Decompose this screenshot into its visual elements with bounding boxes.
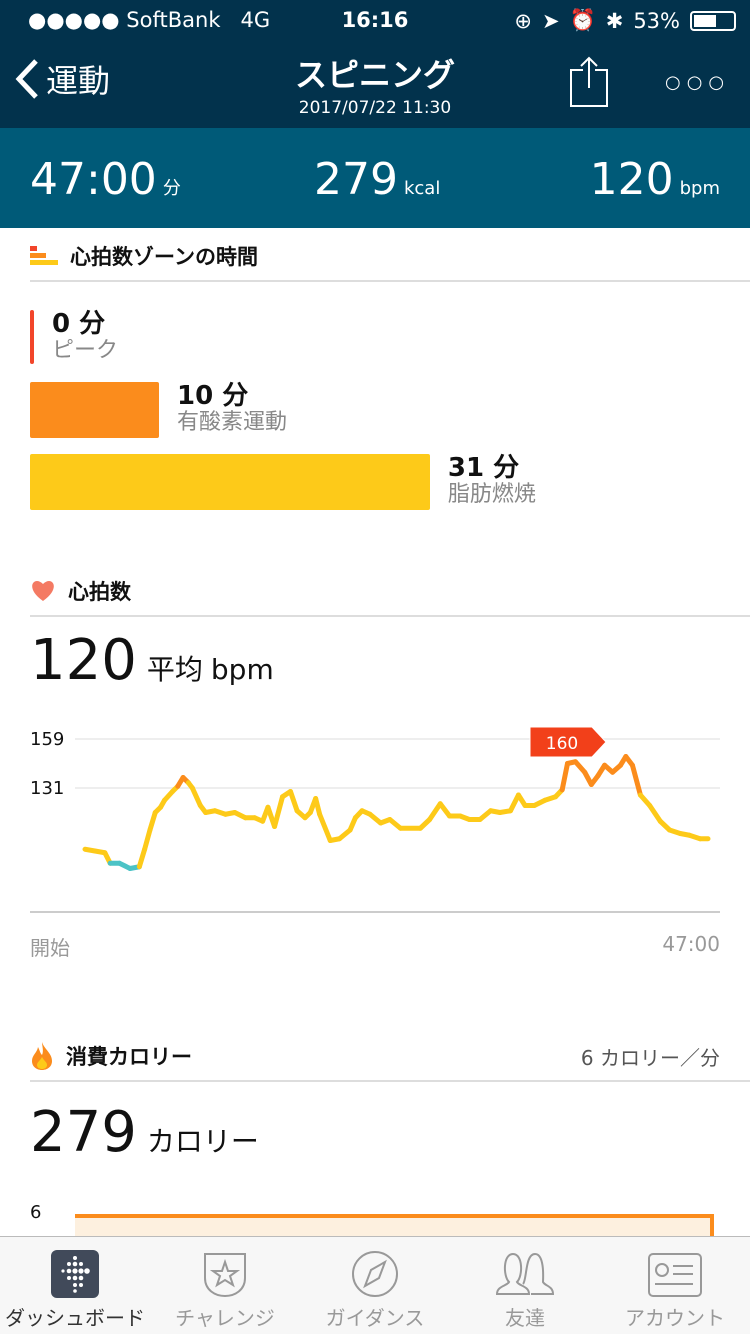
- location-icon: ➤: [541, 8, 560, 33]
- back-button[interactable]: 運動: [14, 56, 110, 102]
- calorie-y-tick: 6: [30, 1202, 42, 1223]
- tab-bar: ダッシュボード チャレンジ ガイダンス 友達 アカウント: [0, 1236, 750, 1334]
- flame-icon: [32, 1042, 52, 1070]
- tab-label: アカウント: [625, 1306, 725, 1330]
- heart-rate-segment: [136, 846, 148, 870]
- network: 4G: [240, 8, 271, 32]
- heart-icon: [32, 581, 54, 601]
- peak-label: 160: [546, 734, 578, 754]
- heart-average: 120 平均 bpm: [30, 628, 274, 693]
- x-start-label: 開始: [30, 936, 70, 960]
- zone-name: 脂肪燃焼: [447, 482, 536, 507]
- page-title: スピニング: [294, 56, 455, 94]
- heart-rate-segment: [317, 811, 333, 843]
- exercise-datetime: 2017/07/22 11:30: [298, 98, 452, 118]
- zone-bar: [30, 382, 159, 438]
- heart-rate-stat: 120 bpm: [589, 154, 720, 205]
- heart-rate-segment: [287, 789, 300, 814]
- zone-row: 10 分有酸素運動: [30, 382, 287, 438]
- orientation-lock-icon: ⊕: [514, 8, 532, 33]
- carrier: ●●●●● SoftBank: [28, 8, 221, 32]
- zones-title: 心拍数ゾーンの時間: [70, 245, 258, 269]
- duration-stat: 47:00 分: [30, 154, 181, 205]
- heart-rate-segment: [437, 801, 453, 819]
- more-options-icon[interactable]: ○○○: [665, 72, 731, 93]
- friends-icon: [495, 1252, 555, 1295]
- heart-rate-segment: [559, 761, 570, 793]
- heart-title: 心拍数: [68, 580, 131, 604]
- zone-value: 0 分: [52, 309, 106, 339]
- tab-account[interactable]: アカウント: [600, 1237, 750, 1335]
- y-tick-131: 131: [30, 778, 65, 799]
- chevron-left-icon: [15, 59, 38, 99]
- zone-name: ピーク: [52, 338, 119, 363]
- zone-value: 10 分: [177, 381, 249, 411]
- bluetooth-icon: ✱: [605, 8, 624, 33]
- heart-rate-segment: [647, 803, 663, 824]
- tab-label: ダッシュボード: [5, 1306, 145, 1330]
- summary-bar: 47:00 分 279 kcal 120 bpm: [0, 128, 750, 228]
- account-card-icon: [648, 1253, 702, 1297]
- clock: 16:16: [341, 8, 409, 32]
- calories-title: 消費カロリー: [66, 1045, 192, 1069]
- heart-rate-segment: [189, 785, 203, 808]
- zone-bar: [30, 454, 430, 510]
- heart-rate-segment: [507, 792, 521, 814]
- zone-value: 31 分: [447, 453, 520, 483]
- tab-label: チャレンジ: [175, 1306, 275, 1330]
- battery-icon: [690, 10, 736, 31]
- compass-icon: [352, 1251, 398, 1297]
- zone-row: 31 分脂肪燃焼: [30, 454, 536, 510]
- zone-row: 0 分ピーク: [30, 310, 118, 364]
- tab-label: ガイダンス: [325, 1306, 425, 1330]
- heart-rate-segment: [629, 762, 643, 798]
- tab-dashboard[interactable]: ダッシュボード: [0, 1237, 150, 1335]
- zone-bar: [30, 310, 34, 364]
- heart-rate-segment: [427, 801, 443, 822]
- heart-header: 心拍数: [30, 567, 750, 617]
- calories-stat: 279 kcal: [314, 154, 441, 205]
- share-icon[interactable]: [569, 56, 609, 108]
- zone-name: 有酸素運動: [177, 410, 288, 435]
- heart-rate-segment: [147, 810, 158, 833]
- zones-icon: [30, 246, 58, 265]
- battery-percent: 53%: [633, 8, 680, 33]
- tab-friends[interactable]: 友達: [450, 1237, 600, 1335]
- tab-guidance[interactable]: ガイダンス: [300, 1237, 450, 1335]
- tab-label: 友達: [505, 1306, 545, 1330]
- y-tick-159: 159: [30, 729, 65, 750]
- back-label: 運動: [46, 62, 111, 100]
- alarm-icon: ⏰: [569, 8, 596, 32]
- tab-challenges[interactable]: チャレンジ: [150, 1237, 300, 1335]
- zones-header: 心拍数ゾーンの時間: [30, 232, 750, 282]
- fitbit-dots-icon: [51, 1250, 99, 1298]
- calories-header: 消費カロリー 6 カロリー／分: [30, 1032, 750, 1082]
- calorie-rate: 6 カロリー／分: [580, 1045, 720, 1070]
- star-badge-icon: [204, 1253, 246, 1298]
- calories-total: 279 カロリー: [30, 1100, 259, 1165]
- heart-rate-segment: [142, 827, 153, 852]
- heart-rate-segment: [272, 794, 286, 829]
- heart-rate-chart: 160: [30, 726, 720, 913]
- status-bar: ●●●●● SoftBank 4G 16:16 ⊕ ➤ ⏰ ✱ 53%: [0, 8, 750, 38]
- header: ●●●●● SoftBank 4G 16:16 ⊕ ➤ ⏰ ✱ 53% 運動 スピニング…: [0, 0, 750, 128]
- x-end-label: 47:00: [662, 932, 720, 956]
- heart-rate-segment: [313, 796, 323, 817]
- peak-marker: 160: [529, 726, 607, 758]
